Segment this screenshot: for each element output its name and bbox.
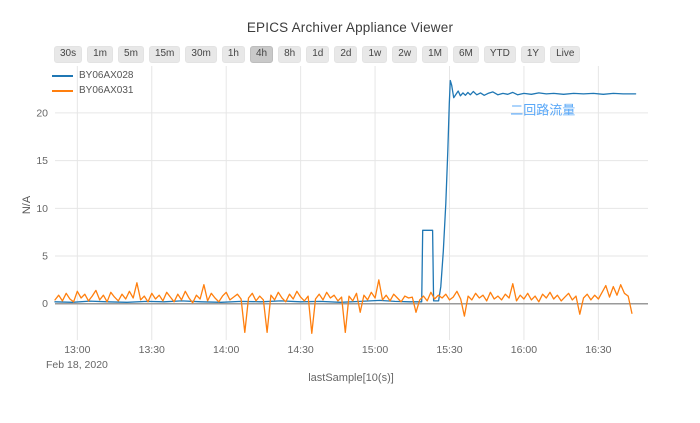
x-tick-label: 13:30 bbox=[139, 344, 165, 356]
x-tick-label: 15:00 bbox=[362, 344, 388, 356]
x-tick-label: 14:00 bbox=[213, 344, 239, 356]
range-button-2w[interactable]: 2w bbox=[392, 46, 418, 63]
y-tick-label: 5 bbox=[42, 251, 48, 263]
range-button-1h[interactable]: 1h bbox=[221, 46, 245, 63]
y-tick-label: 0 bbox=[42, 298, 48, 310]
x-tick-label: 13:00 bbox=[64, 344, 90, 356]
time-range-toolbar: 30s 1m 5m 15m 30m 1h 4h 8h 1d 2d 1w 2w 1M 6M YTD 1Y Live bbox=[54, 46, 581, 63]
legend-label: BY06AX031 bbox=[79, 85, 134, 96]
y-tick-label: 15 bbox=[36, 155, 48, 167]
page-title: EPICS Archiver Appliance Viewer bbox=[246, 20, 454, 35]
range-button-1d[interactable]: 1d bbox=[306, 46, 330, 63]
legend-item-series-1[interactable]: BY06AX031 bbox=[52, 85, 134, 96]
x-tick-label: 16:00 bbox=[511, 344, 537, 356]
range-button-ytd[interactable]: YTD bbox=[483, 46, 516, 63]
legend: BY06AX028 BY06AX031 bbox=[52, 70, 134, 96]
range-button-1m[interactable]: 1M bbox=[422, 46, 448, 63]
range-button-6m[interactable]: 6M bbox=[452, 46, 479, 63]
range-button-15m[interactable]: 15m bbox=[148, 46, 181, 63]
x-tick-label: 15:30 bbox=[436, 344, 462, 356]
range-button-8h[interactable]: 8h bbox=[278, 46, 302, 63]
x-axis-label: lastSample[10(s)] bbox=[308, 372, 394, 384]
legend-swatch-icon bbox=[52, 89, 73, 92]
range-button-5m[interactable]: 5m bbox=[118, 46, 144, 63]
legend-label: BY06AX028 bbox=[79, 70, 134, 81]
range-button-live[interactable]: Live bbox=[550, 46, 581, 63]
range-button-1y[interactable]: 1Y bbox=[520, 46, 546, 63]
y-axis-label: N/A bbox=[21, 195, 33, 214]
series-line-BY06AX031 bbox=[54, 279, 633, 334]
series-line-BY06AX028 bbox=[54, 79, 637, 303]
legend-swatch-icon bbox=[52, 74, 73, 77]
range-button-30s[interactable]: 30s bbox=[54, 46, 83, 63]
x-tick-label: 14:30 bbox=[287, 344, 313, 356]
y-tick-label: 10 bbox=[36, 203, 48, 215]
x-tick-label: 16:30 bbox=[585, 344, 611, 356]
range-button-4h[interactable]: 4h bbox=[249, 46, 274, 63]
range-button-30m[interactable]: 30m bbox=[185, 46, 217, 63]
range-button-1w[interactable]: 1w bbox=[362, 46, 388, 63]
range-button-1m[interactable]: 1m bbox=[87, 46, 114, 63]
y-tick-label: 20 bbox=[36, 107, 48, 119]
range-button-2d[interactable]: 2d bbox=[334, 46, 358, 63]
annotation-label: 二回路流量 bbox=[510, 103, 575, 118]
legend-item-series-0[interactable]: BY06AX028 bbox=[52, 70, 134, 81]
date-label: Feb 18, 2020 bbox=[46, 359, 108, 371]
